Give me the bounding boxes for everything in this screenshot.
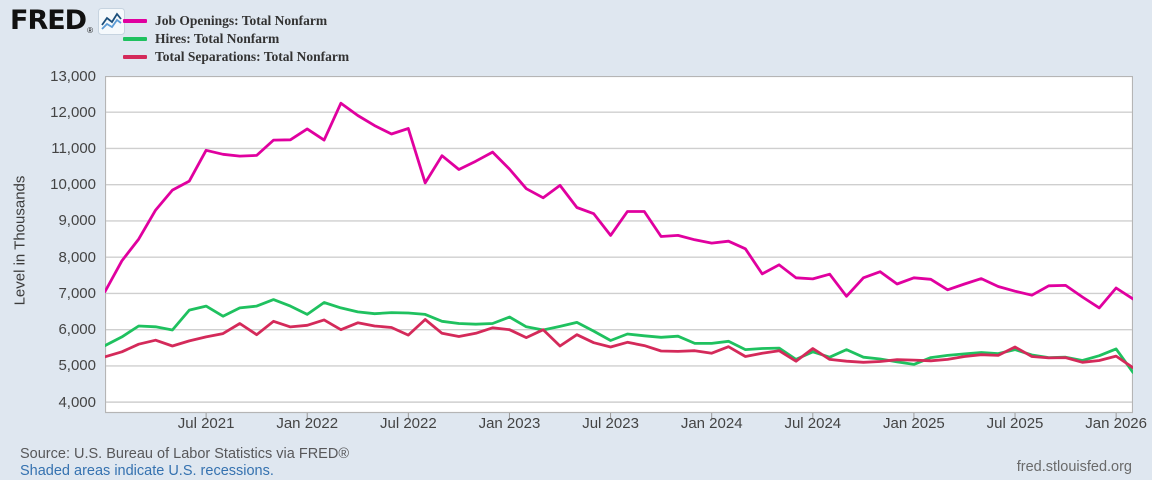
registered-trademark-symbol: ® (87, 26, 93, 35)
x-tick-label: Jan 2025 (883, 415, 945, 432)
y-tick-label: 10,000 (50, 176, 96, 194)
fred-sparkline-icon (98, 8, 125, 40)
legend-item-total-separations: Total Separations: Total Nonfarm (123, 48, 349, 66)
legend-label: Hires: Total Nonfarm (155, 31, 280, 46)
y-tick-label: 4,000 (58, 393, 96, 411)
recession-note-link[interactable]: Shaded areas indicate U.S. recessions. (20, 463, 274, 479)
x-tick-label: Jul 2025 (986, 415, 1044, 432)
line-chart (103, 75, 1135, 419)
legend-item-hires: Hires: Total Nonfarm (123, 30, 349, 48)
x-tick-label: Jul 2024 (784, 415, 842, 432)
x-tick-label: Jul 2023 (582, 415, 639, 432)
y-tick-label: 9,000 (58, 212, 96, 230)
y-tick-label: 11,000 (51, 139, 96, 157)
legend-label: Job Openings: Total Nonfarm (155, 13, 328, 28)
y-tick-label: 13,000 (50, 67, 96, 85)
x-tick-label: Jan 2022 (276, 415, 339, 432)
fred-logo: FRED ® (10, 6, 125, 40)
legend-item-job-openings: Job Openings: Total Nonfarm (123, 12, 349, 30)
legend-key-line (123, 19, 147, 23)
source-attribution: Source: U.S. Bureau of Labor Statistics … (20, 446, 350, 462)
x-tick-label: Jul 2021 (177, 415, 235, 432)
legend-label: Total Separations: Total Nonfarm (155, 49, 350, 64)
x-tick-label: Jul 2022 (379, 415, 437, 432)
y-tick-label: 8,000 (58, 248, 96, 266)
y-tick-label: 12,000 (50, 103, 96, 121)
plot-area (103, 75, 1135, 426)
legend-key-line (123, 37, 147, 41)
fred-logo-text: FRED (10, 5, 87, 36)
y-tick-label: 5,000 (58, 357, 96, 375)
y-tick-label: 6,000 (58, 321, 96, 339)
fred-site-url[interactable]: fred.stlouisfed.org (1016, 459, 1132, 475)
x-tick-label: Jan 2026 (1085, 415, 1147, 432)
chart-legend: Job Openings: Total Nonfarm Hires: Total… (123, 12, 349, 66)
x-tick-label: Jan 2024 (680, 415, 743, 432)
y-tick-label: 7,000 (58, 284, 96, 302)
legend-key-line (123, 55, 147, 59)
x-tick-label: Jan 2023 (478, 415, 541, 432)
